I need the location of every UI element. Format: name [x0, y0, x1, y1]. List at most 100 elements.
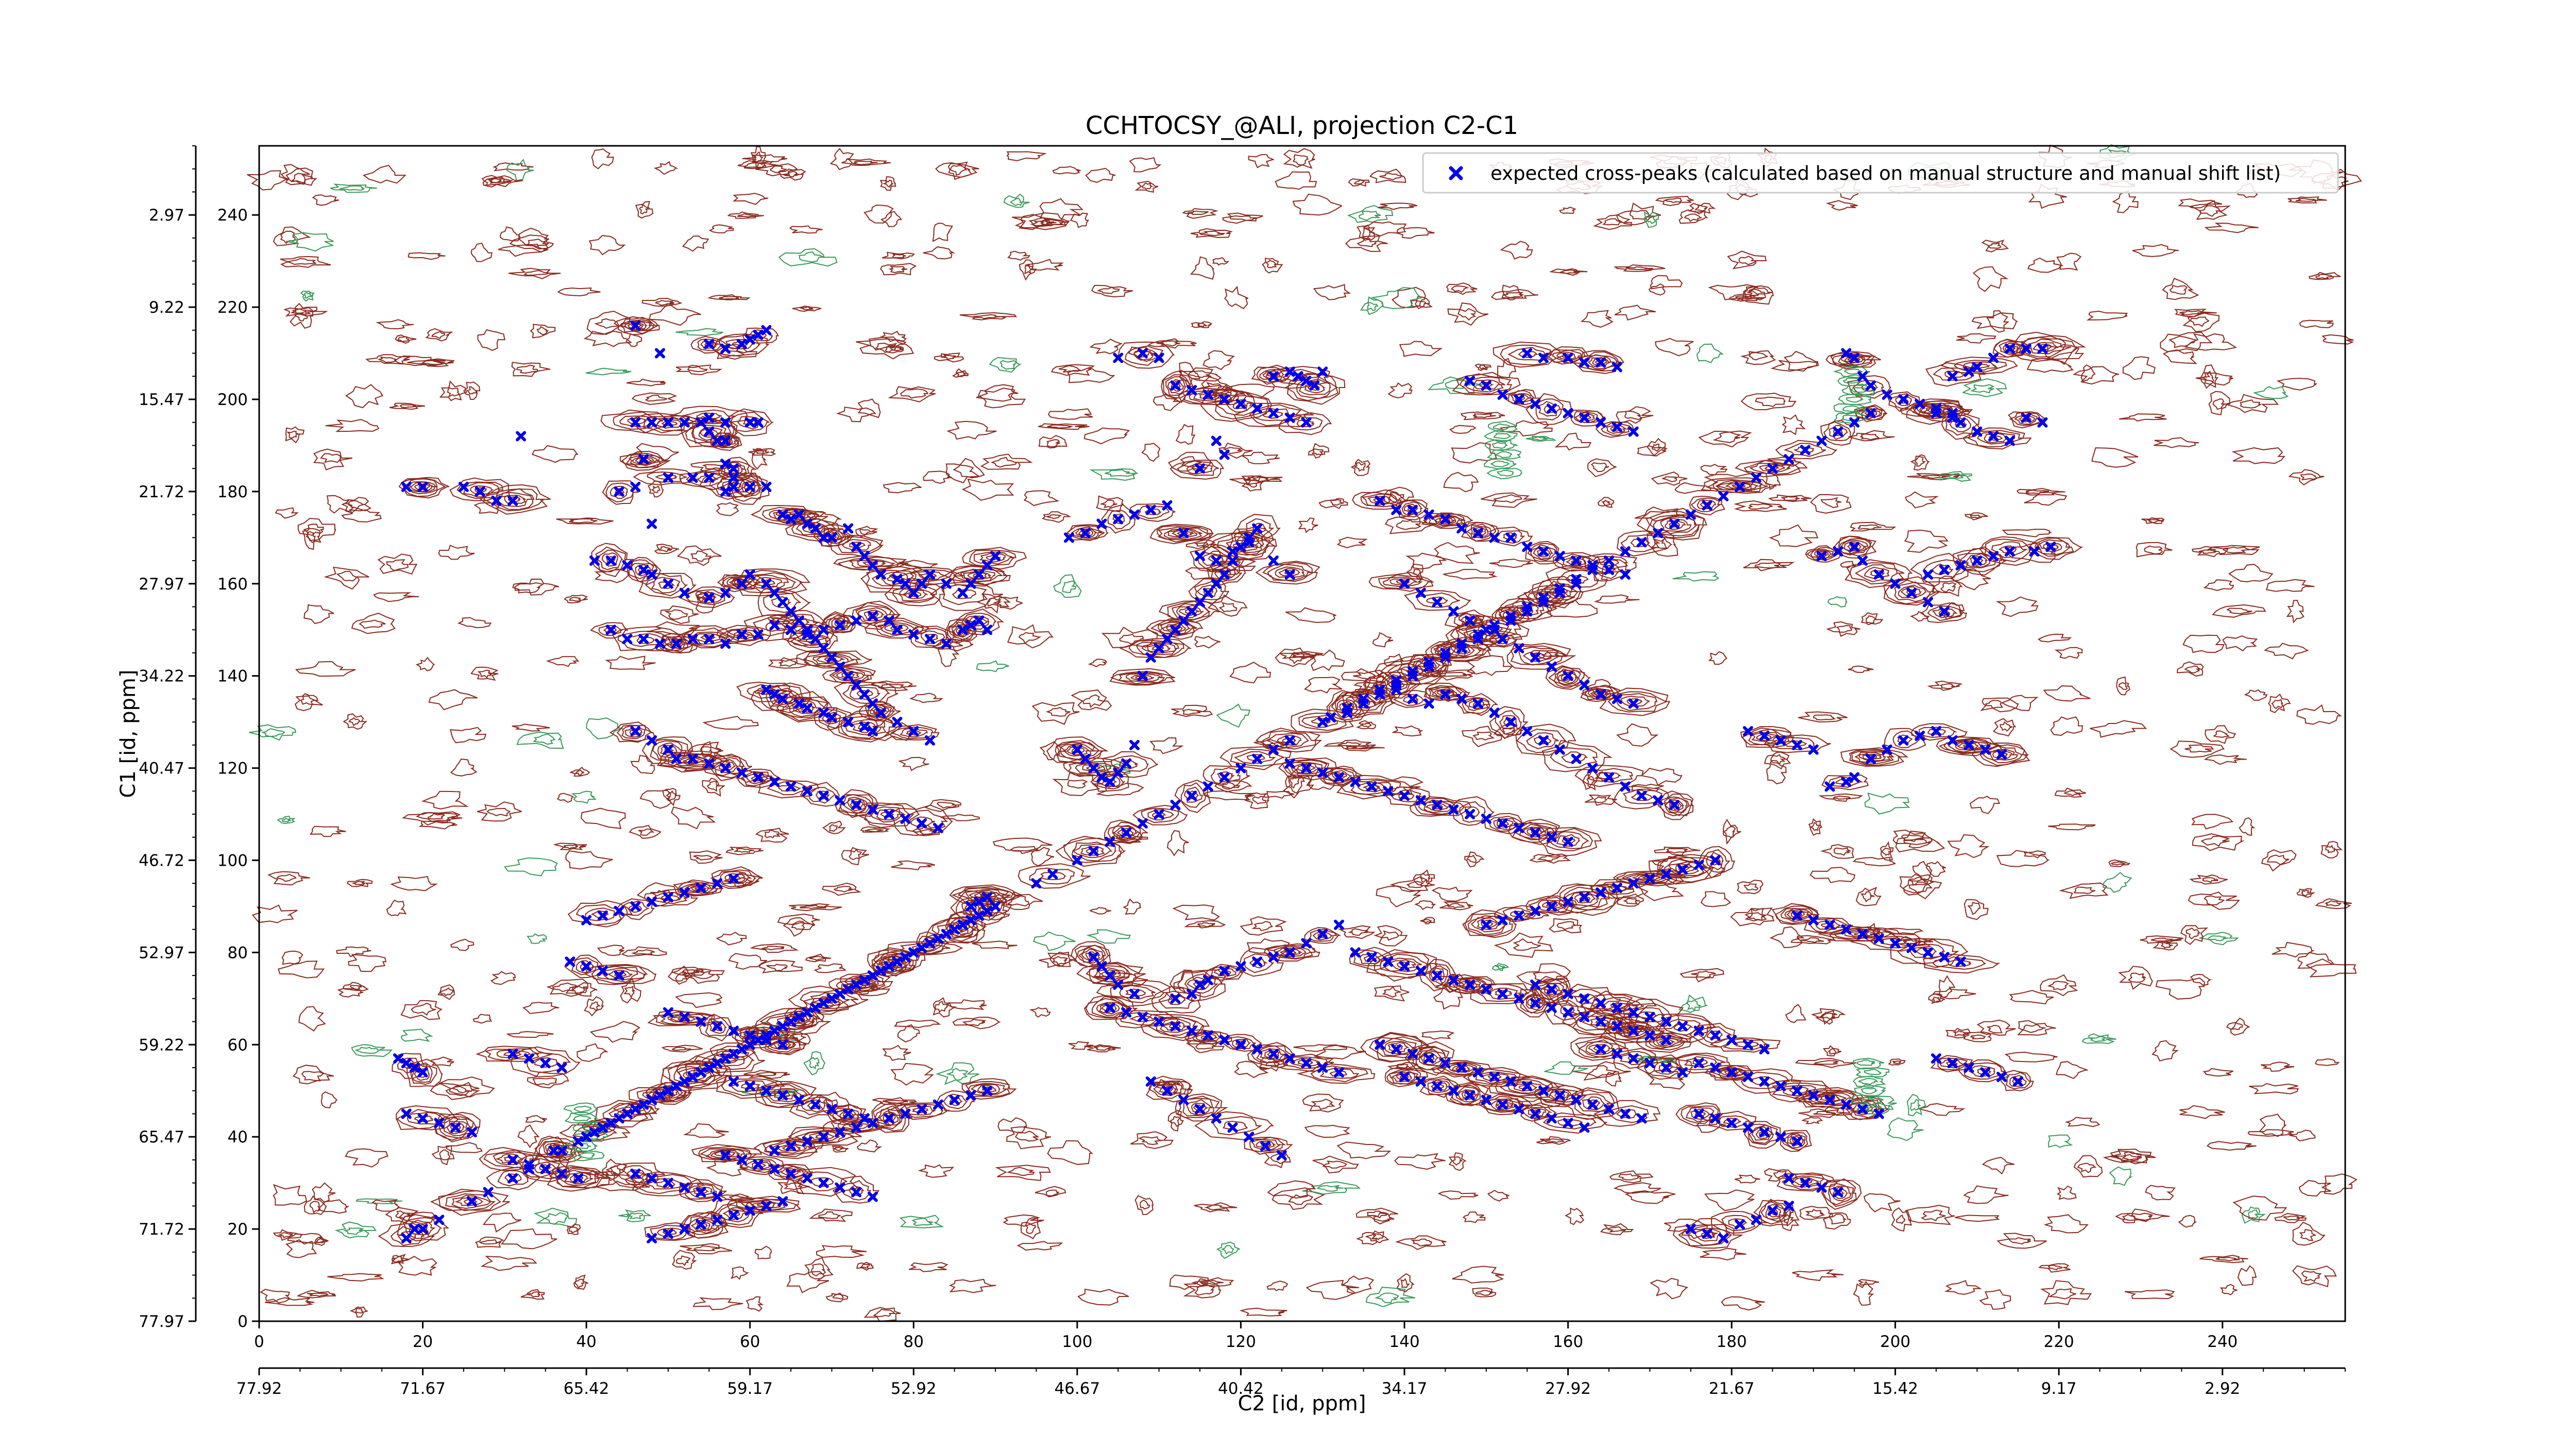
contour-line [1973, 266, 2009, 292]
contour-line [911, 1218, 934, 1226]
contour-line [1493, 494, 1523, 503]
contour-line [1666, 848, 1688, 854]
contour-line [1743, 883, 1759, 891]
contour-line [1532, 971, 1564, 983]
contour-line [602, 1158, 632, 1182]
cross-peak-marker [1235, 763, 1246, 773]
contour-line [805, 953, 832, 963]
contour-line [1912, 861, 1933, 882]
contour-line [1871, 935, 1922, 949]
contour-line [1785, 1004, 1807, 1023]
contour-line [1751, 732, 1783, 744]
contour-line [716, 625, 771, 646]
contour-line [609, 721, 656, 743]
cross-peak-marker [769, 587, 780, 598]
cross-peak-marker [777, 694, 788, 704]
contour-line [800, 904, 827, 909]
cross-peak-marker [859, 975, 870, 986]
cross-peak-marker [1612, 422, 1622, 432]
contour-line [1749, 352, 1768, 361]
cross-peak-marker [777, 1196, 788, 1207]
contour-line [1860, 891, 1875, 902]
cross-peak-marker [1080, 753, 1091, 764]
contour-line [1533, 1082, 1588, 1107]
contour-line [1813, 1060, 1839, 1065]
contour-line [1374, 985, 1410, 1002]
contour-line [1733, 500, 1787, 512]
contour-line [2184, 744, 2214, 753]
cross-peak-marker [900, 952, 911, 963]
contour-line [728, 1195, 746, 1200]
contour-line [1528, 1108, 1547, 1117]
ppm-y-tick-label: 9.22 [149, 298, 184, 317]
contour-line [1704, 1189, 1755, 1211]
contour-line [1125, 988, 1146, 997]
cross-peak-marker [1129, 988, 1140, 999]
contour-line [1502, 292, 1524, 298]
contour-line [1222, 1120, 1248, 1131]
contour-line [1229, 526, 1275, 557]
contour-line [1313, 284, 1351, 300]
contour-line [1307, 384, 1320, 391]
contour-line [977, 387, 1026, 409]
contour-line [251, 904, 298, 923]
cross-peak-marker [1833, 426, 1843, 437]
contour-line [649, 302, 701, 326]
contour-line [1125, 673, 1163, 682]
contour-line [504, 857, 558, 877]
contour-line [1090, 771, 1129, 792]
contour-line [327, 1273, 384, 1282]
contour-line [1075, 528, 1097, 538]
contour-line [1255, 1140, 1277, 1149]
contour-line [1262, 562, 1314, 582]
contour-line [2206, 545, 2260, 555]
contour-line [900, 388, 929, 399]
contour-line [1052, 166, 1081, 175]
ppm-x-tick-label: 59.17 [727, 1379, 773, 1398]
contour-line [1649, 514, 1700, 536]
contour-line [992, 837, 1053, 852]
cross-peak-marker [728, 473, 739, 483]
contour-line [1111, 755, 1149, 773]
contour-line [731, 1266, 750, 1280]
cross-peak-marker [851, 542, 862, 552]
cross-peak-marker [761, 1035, 772, 1046]
contour-line [527, 933, 547, 944]
cross-peak-marker [1415, 966, 1426, 976]
contour-line [559, 1124, 631, 1141]
contour-line [1292, 653, 1316, 658]
cross-peak-marker [1423, 1053, 1434, 1064]
contour-line [992, 596, 1023, 610]
contour-line [2146, 519, 2162, 524]
contour-line [477, 801, 522, 822]
cross-peak-marker [1554, 1090, 1565, 1101]
contour-line [672, 1250, 697, 1270]
contour-line [1849, 562, 1905, 585]
contour-line [2008, 411, 2048, 429]
contour-line [1176, 605, 1205, 618]
contour-line [1553, 1000, 1580, 1021]
contour-line [1518, 646, 1562, 666]
contour-line [710, 434, 739, 449]
contour-line [2184, 665, 2201, 673]
contour-line [2024, 492, 2067, 506]
contour-line [516, 364, 539, 374]
contour-line [856, 338, 907, 351]
contour-line [1549, 268, 1588, 276]
contour-line [1917, 404, 1957, 419]
contour-line [969, 549, 1016, 567]
cross-peak-marker [1710, 1063, 1721, 1073]
contour-line [484, 1048, 540, 1061]
contour-line [675, 328, 723, 336]
cross-peak-marker [401, 1058, 412, 1069]
contour-line [735, 1030, 782, 1049]
contour-line [899, 942, 951, 955]
contour-line [1046, 439, 1060, 447]
cross-peak-marker [1448, 804, 1459, 815]
contour-line [1435, 1061, 1485, 1076]
contour-line [2122, 356, 2156, 380]
contour-line [285, 426, 305, 444]
cross-peak-marker [630, 726, 641, 737]
contour-line [941, 584, 988, 605]
contour-line [1838, 393, 1872, 406]
